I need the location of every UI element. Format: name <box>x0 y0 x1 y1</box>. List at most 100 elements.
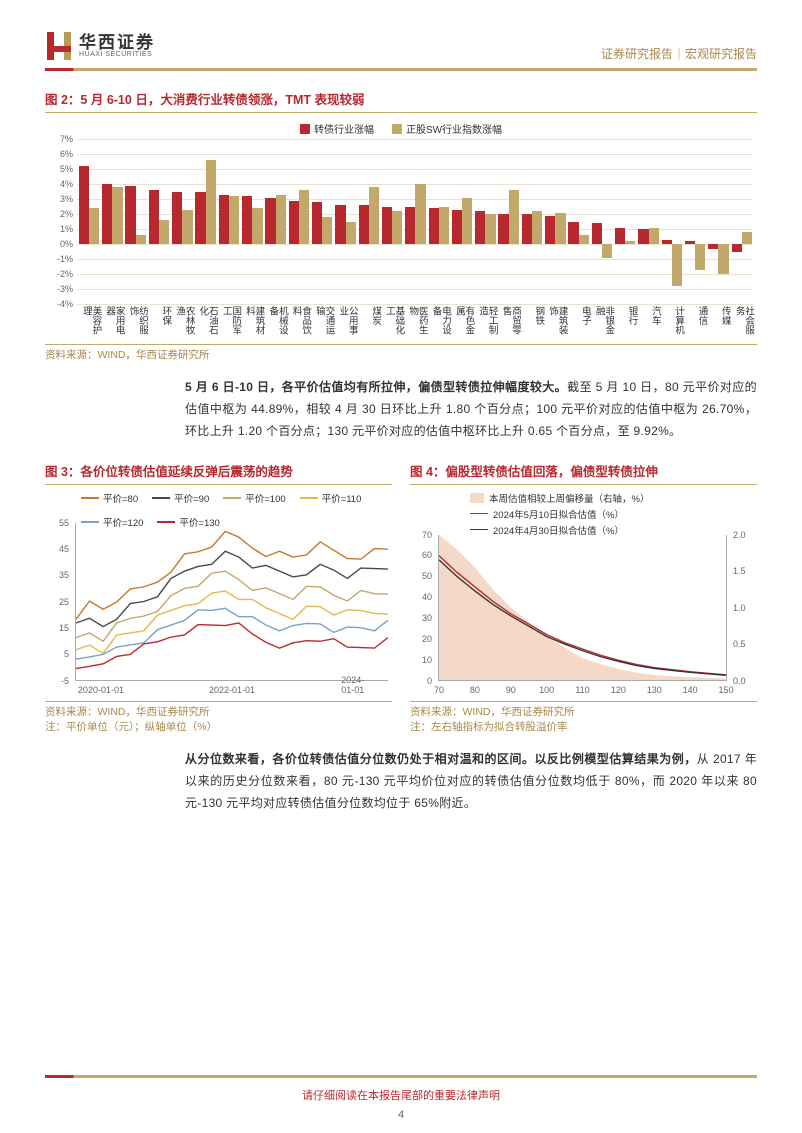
fig4-ytick-right: 2.0 <box>733 530 746 540</box>
fig2-xcat: 通信 <box>683 304 706 342</box>
fig2-bar-group <box>730 139 753 304</box>
fig4-xtick: 80 <box>470 685 480 695</box>
fig2-chart: 转债行业涨幅正股SW行业指数涨幅 -4%-3%-2%-1%0%1%2%3%4%5… <box>45 117 757 342</box>
fig2-xcat: 计算机 <box>660 304 683 342</box>
fig2-xcat: 有色金属 <box>450 304 473 342</box>
para2-bold: 从分位数来看，各价位转债估值分位数仍处于相对温和的区间。以反比例模型估算结果为例… <box>185 752 697 766</box>
fig3-line <box>76 551 388 626</box>
fig3-line <box>76 571 388 641</box>
brand-cn: 华西证券 <box>79 34 155 51</box>
fig3-ytick: 55 <box>59 518 69 528</box>
para1-bold: 5 月 6 日-10 日，各平价估值均有所拉伸，偏债型转债拉伸幅度较大。 <box>185 380 567 394</box>
fig4-ytick-right: 1.5 <box>733 566 746 576</box>
fig2-xcat: 汽车 <box>637 304 660 342</box>
fig2-xcat: 建筑材料 <box>240 304 263 342</box>
fig2-ytick: 6% <box>60 149 73 159</box>
fig2-bar-group <box>217 139 240 304</box>
fig3-legend-item: 平价=110 <box>300 491 362 505</box>
fig2-ytick: 3% <box>60 194 73 204</box>
fig4-ytick-left: 70 <box>422 530 432 540</box>
fig3-ytick: 5 <box>64 649 69 659</box>
fig2-bar-group <box>124 139 147 304</box>
fig2-xcat: 医药生物 <box>403 304 426 342</box>
fig2-xcat: 非银金融 <box>590 304 613 342</box>
fig2-xcat: 美容护理 <box>77 304 100 342</box>
fig2-bar-group <box>427 139 450 304</box>
fig4-xtick: 100 <box>539 685 554 695</box>
fig2-bar-group <box>450 139 473 304</box>
fig4-ytick-left: 40 <box>422 592 432 602</box>
fig2-bar-group <box>100 139 123 304</box>
fig2-ytick: 5% <box>60 164 73 174</box>
fig3-title: 图 3：各价位转债估值延续反弹后震荡的趋势 <box>45 461 392 485</box>
fig4-source: 资料来源：WIND，华西证券研究所 <box>410 701 757 719</box>
footer-ruler <box>45 1075 757 1078</box>
fig2-ytick: 0% <box>60 239 73 249</box>
fig2-bar-group <box>357 139 380 304</box>
fig4-chart: 本周估值相较上周偏移量（右轴，%）2024年5月10日拟合估值（%）2024年4… <box>410 489 757 699</box>
fig3-note: 注：平价单位（元）；纵轴单位（%） <box>45 719 392 734</box>
fig2-xcat: 银行 <box>613 304 636 342</box>
page-header: 华西证券 HUAXI SECURITIES 证券研究报告｜宏观研究报告 <box>45 30 757 62</box>
fig2-bar-group <box>636 139 659 304</box>
fig2-ytick: -1% <box>57 254 73 264</box>
fig2-ytick: 1% <box>60 224 73 234</box>
fig3-source: 资料来源：WIND，华西证券研究所 <box>45 701 392 719</box>
fig2-xcat: 机械设备 <box>264 304 287 342</box>
fig3-xtick: 2022-01-01 <box>209 685 255 695</box>
fig4-legend-item: 2024年5月10日拟合估值（%） <box>470 507 747 521</box>
page-number: 4 <box>0 1109 802 1121</box>
fig4-note: 注：左右轴指标为拟合转股溢价率 <box>410 719 757 734</box>
fig3-ytick: 45 <box>59 544 69 554</box>
fig3-xtick: 2020-01-01 <box>78 685 124 695</box>
fig2-bar-group <box>263 139 286 304</box>
fig2-xcat: 公用事业 <box>333 304 356 342</box>
fig4-xtick: 130 <box>647 685 662 695</box>
fig2-bar-group <box>543 139 566 304</box>
fig2-xcat: 商贸零售 <box>497 304 520 342</box>
fig2-xcat: 石油石化 <box>194 304 217 342</box>
fig2-xcat: 社会服务 <box>730 304 753 342</box>
fig2-ytick: -4% <box>57 299 73 309</box>
fig3-ytick: 25 <box>59 597 69 607</box>
fig2-xcat: 钢铁 <box>520 304 543 342</box>
fig2-bar-group <box>380 139 403 304</box>
fig4-xtick: 120 <box>611 685 626 695</box>
fig2-ytick: -3% <box>57 284 73 294</box>
fig2-xcat: 国防军工 <box>217 304 240 342</box>
fig3-chart: 平价=80平价=90平价=100平价=110平价=120平价=130 -5515… <box>45 489 392 699</box>
fig2-xcat: 家用电器 <box>100 304 123 342</box>
fig2-bar-group <box>403 139 426 304</box>
fig2-bar-group <box>147 139 170 304</box>
fig4-ytick-left: 20 <box>422 634 432 644</box>
fig2-bar-group <box>613 139 636 304</box>
fig2-xcat: 轻工制造 <box>473 304 496 342</box>
para2: 从分位数来看，各价位转债估值分位数仍处于相对温和的区间。以反比例模型估算结果为例… <box>45 748 757 815</box>
fig2-bar-group <box>567 139 590 304</box>
fig2-xcat: 纺织服饰 <box>124 304 147 342</box>
fig2-bar-group <box>170 139 193 304</box>
fig2-xcat: 农林牧渔 <box>170 304 193 342</box>
footer-note: 请仔细阅读在本报告尾部的重要法律声明 <box>0 1087 802 1103</box>
fig4-xtick: 150 <box>718 685 733 695</box>
fig4-xtick: 140 <box>683 685 698 695</box>
fig2-source: 资料来源：WIND，华西证券研究所 <box>45 344 757 362</box>
fig2-bar-group <box>683 139 706 304</box>
fig2-xcat: 建筑装饰 <box>543 304 566 342</box>
fig2-ytick: 7% <box>60 134 73 144</box>
fig2-bar-group <box>520 139 543 304</box>
fig2-xcat: 煤炭 <box>357 304 380 342</box>
header-ruler <box>45 68 757 71</box>
fig2-xcat: 传媒 <box>706 304 729 342</box>
fig3-legend-item: 平价=100 <box>223 491 285 505</box>
fig4-ytick-left: 60 <box>422 550 432 560</box>
fig4-ytick-left: 0 <box>427 676 432 686</box>
fig2-bar-group <box>497 139 520 304</box>
fig4-ytick-right: 0.0 <box>733 676 746 686</box>
fig4-xtick: 90 <box>506 685 516 695</box>
fig2-ytick: 2% <box>60 209 73 219</box>
fig4-title: 图 4：偏股型转债估值回落，偏债型转债拉伸 <box>410 461 757 485</box>
fig2-bar-group <box>333 139 356 304</box>
brand-logo: 华西证券 HUAXI SECURITIES <box>45 30 155 62</box>
fig4-ytick-right: 0.5 <box>733 639 746 649</box>
